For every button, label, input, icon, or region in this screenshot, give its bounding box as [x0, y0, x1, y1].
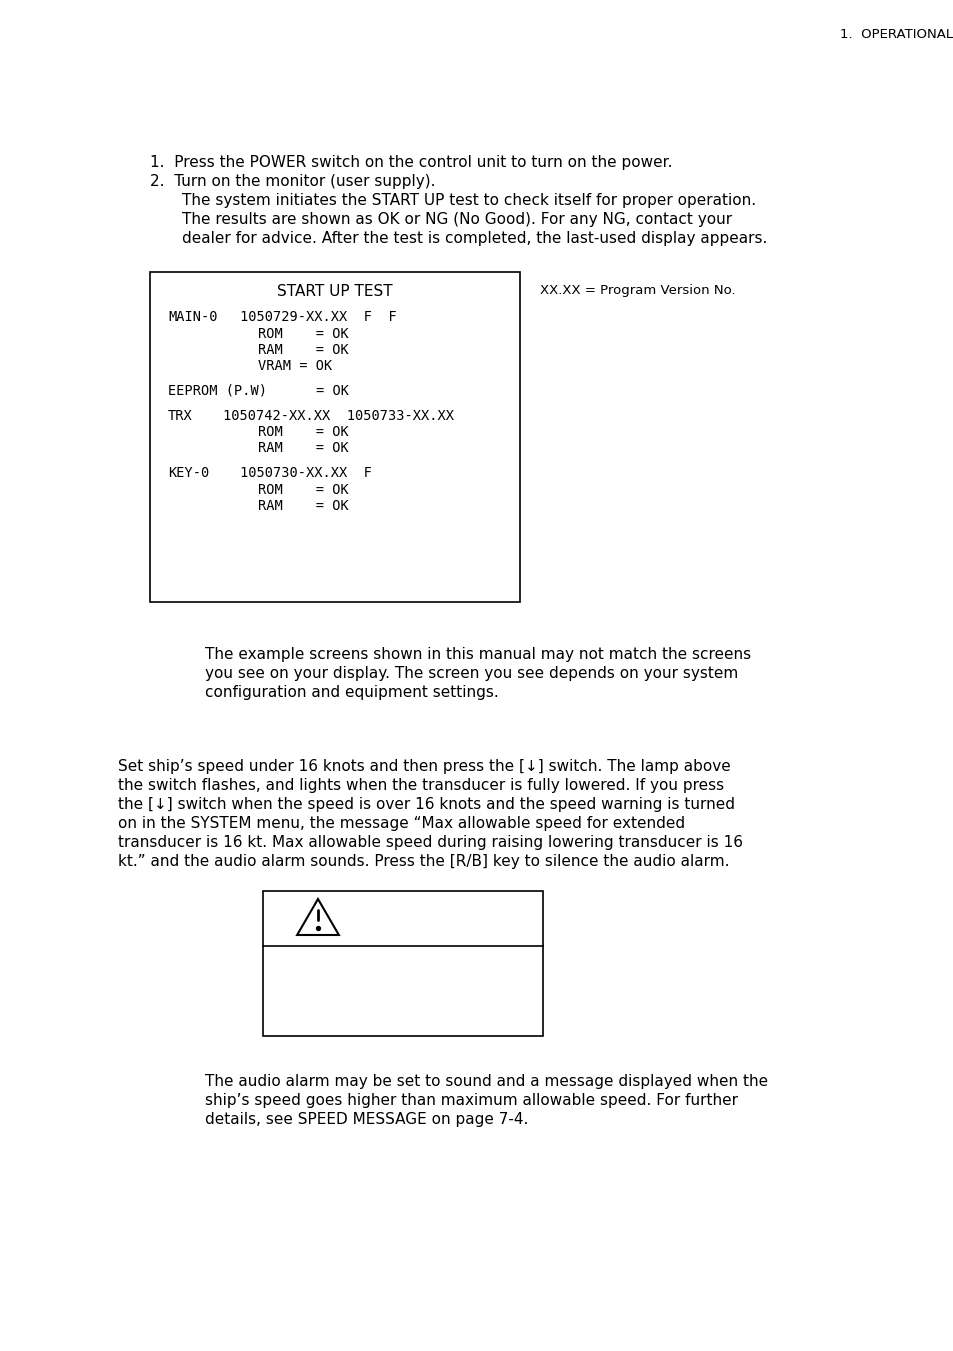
Bar — [150, 272, 519, 603]
Text: 1.  OPERATIONAL  OVERVIEW: 1. OPERATIONAL OVERVIEW — [840, 28, 953, 41]
Bar — [263, 892, 542, 1036]
Text: The audio alarm may be set to sound and a message displayed when the: The audio alarm may be set to sound and … — [205, 1074, 767, 1089]
Text: XX.XX = Program Version No.: XX.XX = Program Version No. — [539, 284, 735, 297]
Text: 1050742-XX.XX  1050733-XX.XX: 1050742-XX.XX 1050733-XX.XX — [223, 408, 454, 423]
Text: details, see SPEED MESSAGE on page 7-4.: details, see SPEED MESSAGE on page 7-4. — [205, 1112, 528, 1127]
Text: TRX: TRX — [168, 408, 193, 423]
Text: kt.” and the audio alarm sounds. Press the [R/B] key to silence the audio alarm.: kt.” and the audio alarm sounds. Press t… — [118, 854, 729, 869]
Text: 1050729-XX.XX  F  F: 1050729-XX.XX F F — [240, 309, 396, 324]
Text: on in the SYSTEM menu, the message “Max allowable speed for extended: on in the SYSTEM menu, the message “Max … — [118, 816, 684, 831]
Text: dealer for advice. After the test is completed, the last-used display appears.: dealer for advice. After the test is com… — [182, 231, 766, 246]
Text: ROM    = OK: ROM = OK — [257, 482, 349, 497]
Text: RAM    = OK: RAM = OK — [257, 442, 349, 455]
Text: RAM    = OK: RAM = OK — [257, 499, 349, 513]
Text: = OK: = OK — [315, 384, 349, 399]
Text: The system initiates the START UP test to check itself for proper operation.: The system initiates the START UP test t… — [182, 193, 756, 208]
Text: KEY-0: KEY-0 — [168, 466, 209, 480]
Text: MAIN-0: MAIN-0 — [168, 309, 217, 324]
Text: EEPROM (P.W): EEPROM (P.W) — [168, 384, 267, 399]
Text: RAM    = OK: RAM = OK — [257, 343, 349, 357]
Text: Set ship’s speed under 16 knots and then press the [↓] switch. The lamp above: Set ship’s speed under 16 knots and then… — [118, 759, 730, 774]
Text: VRAM = OK: VRAM = OK — [257, 359, 332, 373]
Text: you see on your display. The screen you see depends on your system: you see on your display. The screen you … — [205, 666, 738, 681]
Text: the [↓] switch when the speed is over 16 knots and the speed warning is turned: the [↓] switch when the speed is over 16… — [118, 797, 734, 812]
Text: configuration and equipment settings.: configuration and equipment settings. — [205, 685, 498, 700]
Text: transducer is 16 kt. Max allowable speed during raising lowering transducer is 1: transducer is 16 kt. Max allowable speed… — [118, 835, 742, 850]
Text: ROM    = OK: ROM = OK — [257, 426, 349, 439]
Text: 1050730-XX.XX  F: 1050730-XX.XX F — [240, 466, 372, 480]
Text: START UP TEST: START UP TEST — [277, 284, 393, 299]
Text: 1.  Press the POWER switch on the control unit to turn on the power.: 1. Press the POWER switch on the control… — [150, 155, 672, 170]
Text: The results are shown as OK or NG (No Good). For any NG, contact your: The results are shown as OK or NG (No Go… — [182, 212, 731, 227]
Text: The example screens shown in this manual may not match the screens: The example screens shown in this manual… — [205, 647, 750, 662]
Text: 2.  Turn on the monitor (user supply).: 2. Turn on the monitor (user supply). — [150, 174, 435, 189]
Text: ship’s speed goes higher than maximum allowable speed. For further: ship’s speed goes higher than maximum al… — [205, 1093, 738, 1108]
Text: the switch flashes, and lights when the transducer is fully lowered. If you pres: the switch flashes, and lights when the … — [118, 778, 723, 793]
Polygon shape — [296, 898, 338, 935]
Text: ROM    = OK: ROM = OK — [257, 327, 349, 340]
